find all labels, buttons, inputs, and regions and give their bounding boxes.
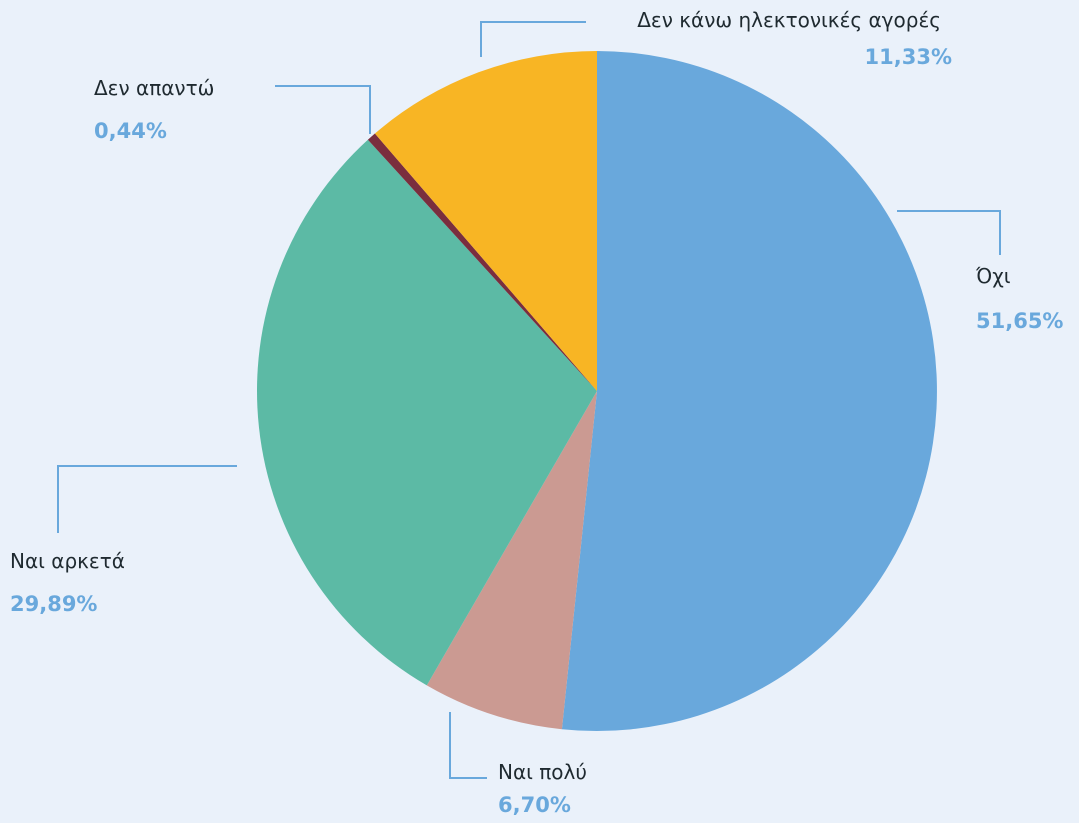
category-label-oxi: Όχι <box>975 264 1011 288</box>
leader-line-nai-arketa <box>57 465 237 533</box>
value-label-oxi: 51,65% <box>976 309 1063 333</box>
leader-line-den-apanto <box>275 85 371 134</box>
category-label-den-apanto: Δεν απαντώ <box>94 76 214 100</box>
value-label-den-apanto: 0,44% <box>94 119 167 143</box>
category-label-nai-arketa: Ναι αρκετά <box>10 549 125 573</box>
leader-line-nai-poly <box>449 712 487 779</box>
value-label-nai-poly: 6,70% <box>498 793 571 817</box>
leader-line-oxi <box>897 210 1001 255</box>
slice-oxi <box>561 51 937 731</box>
slice-den-kano-agores <box>374 51 597 391</box>
slice-nai-poly <box>426 391 597 730</box>
leader-line-den-kano-agores <box>480 21 586 57</box>
value-label-den-kano-agores: 11,33% <box>865 45 952 69</box>
slice-nai-arketa <box>257 139 597 686</box>
value-label-nai-arketa: 29,89% <box>10 592 97 616</box>
leader-lines <box>57 21 1001 779</box>
category-label-nai-poly: Ναι πολύ <box>498 760 587 784</box>
category-label-den-kano-agores: Δεν κάνω ηλεκτονικές αγορές <box>637 8 941 32</box>
slice-den-apanto <box>367 133 597 391</box>
pie-slices <box>257 51 937 731</box>
